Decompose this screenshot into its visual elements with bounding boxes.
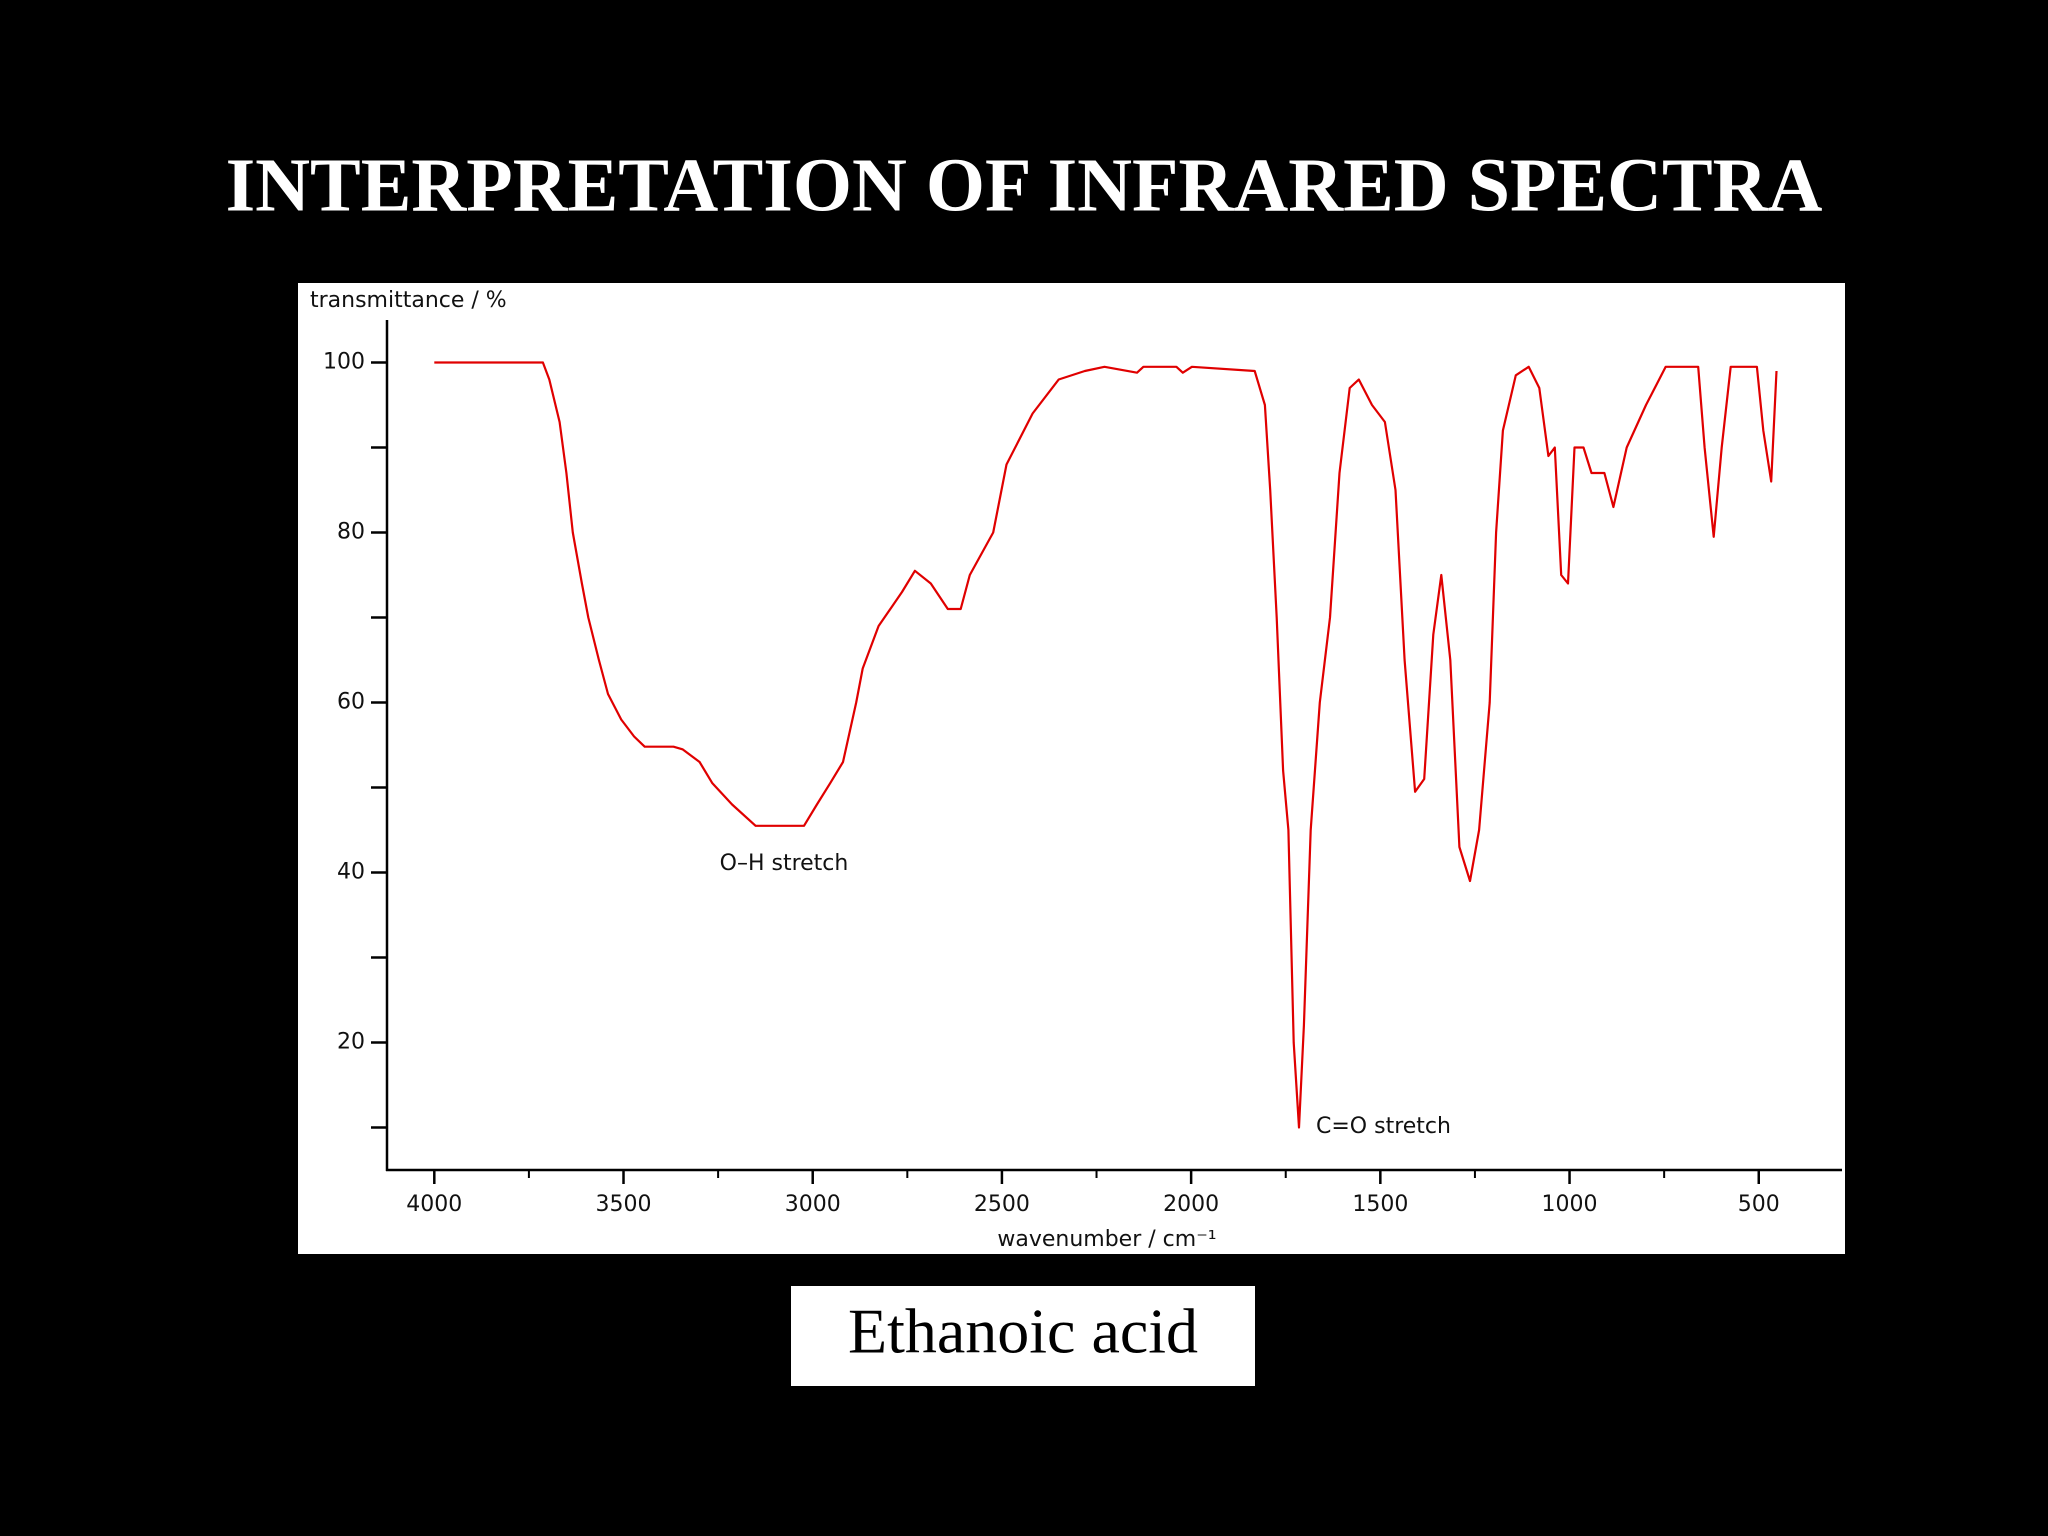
x-tick-label: 1500 — [1352, 1192, 1408, 1217]
y-tick-label: 100 — [323, 350, 365, 375]
y-tick-label: 80 — [337, 520, 365, 545]
x-tick-label: 2000 — [1163, 1192, 1219, 1217]
slide-title: INTERPRETATION OF INFRARED SPECTRA — [226, 143, 1823, 227]
x-axis-label: wavenumber / cm⁻¹ — [997, 1227, 1216, 1252]
y-axis-label: transmittance / % — [310, 288, 507, 313]
annotation: C=O stretch — [1316, 1114, 1451, 1139]
spectrum-line — [434, 361, 1778, 1129]
y-tick-label: 20 — [337, 1030, 365, 1055]
x-tick-label: 1000 — [1542, 1192, 1598, 1217]
x-tick-label: 4000 — [406, 1192, 462, 1217]
x-tick-label: 2500 — [974, 1192, 1030, 1217]
caption: Ethanoic acid — [848, 1296, 1198, 1367]
x-tick-label: 3000 — [785, 1192, 841, 1217]
chart-panel — [298, 283, 1845, 1254]
x-tick-label: 3500 — [596, 1192, 652, 1217]
caption-box — [791, 1286, 1255, 1386]
y-tick-label: 40 — [337, 860, 365, 885]
y-tick-label: 60 — [337, 690, 365, 715]
x-tick-label: 500 — [1738, 1192, 1780, 1217]
annotation: O–H stretch — [720, 851, 849, 876]
